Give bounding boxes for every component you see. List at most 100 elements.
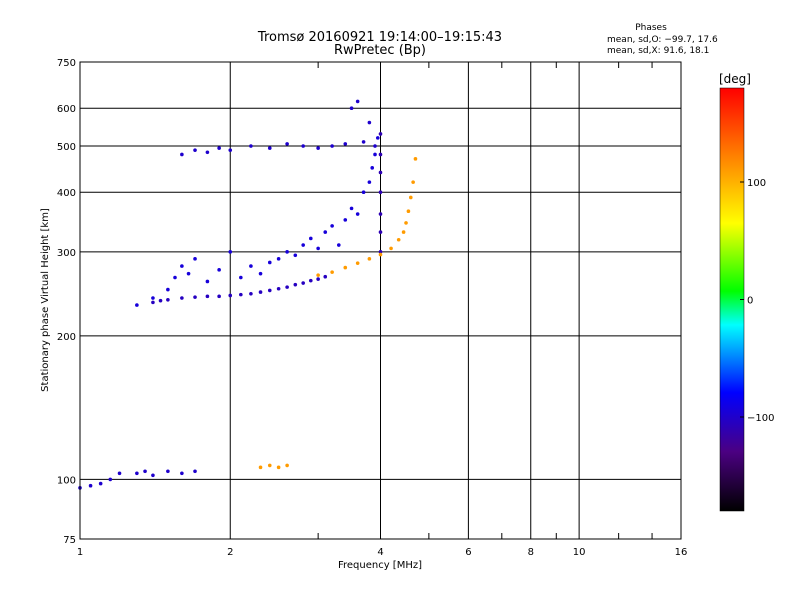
data-point: [276, 286, 281, 291]
data-point: [180, 471, 184, 476]
data-point: [217, 146, 221, 150]
data-point: [249, 264, 253, 268]
colorbar: [719, 87, 745, 512]
y-tick-label: 400: [57, 188, 76, 199]
data-point: [217, 294, 221, 299]
data-point: [285, 463, 289, 468]
y-tick-label: 75: [63, 535, 76, 546]
y-tick-label: 200: [57, 332, 76, 343]
data-point: [323, 230, 328, 234]
chart-title: Tromsø 20160921 19:14:00–19:15:43: [257, 30, 502, 45]
data-point: [166, 469, 170, 474]
data-points: [78, 99, 418, 490]
phase-info-o: mean, sd,O: −99.7, 17.6: [607, 35, 718, 45]
data-point: [367, 120, 372, 125]
data-point: [349, 206, 354, 211]
data-point: [293, 253, 298, 258]
data-point: [285, 142, 289, 146]
data-point: [108, 477, 113, 482]
data-point: [205, 279, 210, 284]
phase-info-x: mean, sd,X: 91.6, 18.1: [607, 46, 709, 56]
data-point: [276, 465, 281, 470]
chart-subtitle: RwPretec (Bp): [334, 43, 426, 58]
y-tick-label: 500: [57, 142, 76, 153]
data-point: [330, 270, 334, 274]
data-point: [285, 250, 289, 254]
data-point: [367, 257, 372, 261]
data-point: [180, 152, 184, 157]
data-point: [308, 236, 313, 241]
plot-frame: [79, 61, 682, 540]
x-tick-label: 4: [377, 547, 383, 558]
data-point: [378, 250, 383, 254]
data-point: [301, 281, 305, 285]
data-point: [378, 190, 383, 195]
data-point: [355, 261, 360, 265]
data-point: [411, 180, 415, 184]
data-point: [267, 463, 272, 468]
x-axis-ticks: 1 2 4 6 8 10 16: [77, 62, 687, 558]
data-point: [88, 483, 93, 488]
data-point: [323, 274, 328, 279]
data-point: [205, 150, 210, 155]
colorbar-tick-label: 100: [747, 178, 766, 189]
y-tick-label: 100: [57, 475, 76, 486]
data-point: [228, 293, 233, 298]
data-point: [151, 296, 155, 300]
data-point: [396, 237, 401, 242]
data-point: [316, 277, 320, 281]
data-point: [343, 218, 348, 222]
x-axis-label: Frequency [MHz]: [338, 560, 422, 571]
data-point: [406, 209, 411, 213]
data-point: [308, 278, 313, 283]
data-point: [143, 469, 147, 474]
data-point: [375, 136, 380, 140]
data-point: [301, 243, 305, 247]
x-tick-label: 6: [465, 547, 471, 558]
y-tick-label: 300: [57, 248, 76, 259]
data-point: [193, 295, 197, 299]
data-point: [276, 257, 281, 261]
data-point: [135, 303, 139, 307]
data-point: [301, 144, 305, 148]
data-point: [228, 148, 233, 152]
data-point: [389, 246, 393, 251]
data-point: [404, 221, 408, 225]
colorbar-tick-label: −100: [747, 413, 774, 424]
data-point: [267, 146, 272, 150]
data-point: [151, 300, 155, 305]
data-point: [378, 230, 383, 234]
data-point: [367, 180, 372, 184]
data-point: [180, 296, 184, 300]
data-point: [249, 144, 253, 148]
data-point: [151, 473, 155, 478]
data-point: [413, 157, 418, 161]
data-point: [239, 292, 243, 297]
y-axis-label: Stationary phase Virtual Height [km]: [40, 208, 51, 392]
x-tick-label: 10: [573, 547, 586, 558]
data-point: [193, 257, 197, 261]
data-point: [349, 106, 354, 111]
data-point: [343, 265, 348, 270]
x-tick-label: 2: [227, 547, 233, 558]
data-point: [180, 264, 184, 268]
data-point: [337, 243, 341, 247]
data-point: [378, 132, 383, 136]
data-point: [267, 288, 272, 293]
data-point: [267, 260, 272, 265]
data-point: [343, 142, 348, 146]
data-point: [408, 195, 413, 200]
data-point: [258, 465, 263, 470]
data-point: [355, 212, 360, 216]
data-point: [378, 170, 383, 175]
data-point: [135, 471, 139, 476]
data-point: [378, 152, 383, 157]
data-point: [166, 287, 170, 292]
x-tick-label: 8: [528, 547, 534, 558]
data-point: [186, 271, 191, 276]
y-tick-label: 600: [57, 104, 76, 115]
data-point: [293, 282, 298, 287]
data-point: [316, 146, 320, 150]
data-point: [228, 250, 233, 254]
